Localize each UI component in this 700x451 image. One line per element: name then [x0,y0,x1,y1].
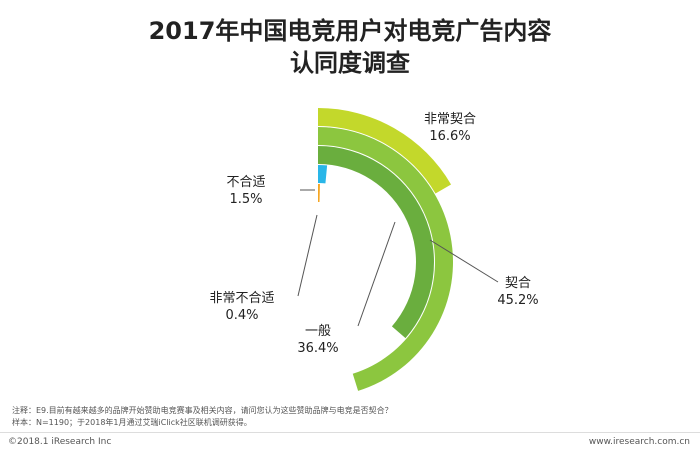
leader-line-very-unfit [297,214,318,297]
value-label-neutral: 36.4% [297,341,338,356]
footnote: 注释：E9.目前有越来越多的品牌开始赞助电竞赛事及相关内容，请问您认为这些赞助品… [12,406,393,415]
website: www.iresearch.com.cn [588,437,690,447]
category-label-neutral: 一般 [305,323,331,339]
category-label-very-unfit: 非常不合适 [209,291,274,306]
sample-note: 样本：N=1190；于2018年1月通过艾瑞iClick社区联机调研获得。 [12,418,252,427]
ring-neutral [318,146,434,339]
chart-title-line2: 认同度调查 [290,49,410,77]
copyright: ©2018.1 iResearch Inc [8,437,112,447]
value-label-unfit: 1.5% [229,192,262,207]
category-label-very-fit: 非常契合 [424,112,476,127]
value-label-very-unfit: 0.4% [225,308,258,323]
ring-unfit [318,165,328,184]
ring-very-unfit [318,184,320,203]
leader-line-neutral [357,221,396,327]
category-label-fit: 契合 [505,276,531,291]
ring-very-fit [318,108,452,194]
value-label-fit: 45.2% [497,293,538,308]
leader-line-fit [429,239,499,283]
footer-divider [0,432,700,433]
value-label-very-fit: 16.6% [429,129,470,144]
chart-title-line1: 2017年中国电竞用户对电竞广告内容 [148,17,552,45]
ring-fit [318,127,453,391]
category-label-unfit: 不合适 [226,175,265,190]
